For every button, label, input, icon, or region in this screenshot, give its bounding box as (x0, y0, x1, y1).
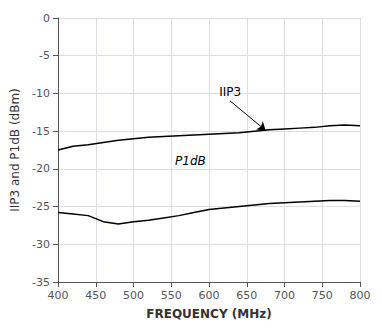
svg-text:700: 700 (274, 289, 295, 302)
svg-text:0: 0 (43, 12, 50, 25)
svg-text:450: 450 (85, 289, 106, 302)
svg-text:FREQUENCY (MHz): FREQUENCY (MHz) (146, 307, 271, 321)
svg-text:650: 650 (236, 289, 257, 302)
svg-text:-30: -30 (32, 238, 50, 251)
svg-text:600: 600 (199, 289, 220, 302)
svg-text:IIP3: IIP3 (219, 85, 241, 99)
svg-text:-20: -20 (32, 162, 50, 175)
svg-text:P1dB: P1dB (175, 154, 206, 168)
svg-text:-25: -25 (32, 200, 50, 213)
svg-text:550: 550 (161, 289, 182, 302)
svg-text:500: 500 (123, 289, 144, 302)
svg-text:-5: -5 (39, 49, 50, 62)
svg-text:400: 400 (48, 289, 69, 302)
svg-text:IIP3 and P1dB (dBm): IIP3 and P1dB (dBm) (8, 88, 22, 212)
svg-text:-35: -35 (32, 276, 50, 289)
svg-text:750: 750 (312, 289, 333, 302)
svg-text:-10: -10 (32, 87, 50, 100)
svg-text:-15: -15 (32, 125, 50, 138)
svg-text:800: 800 (350, 289, 371, 302)
